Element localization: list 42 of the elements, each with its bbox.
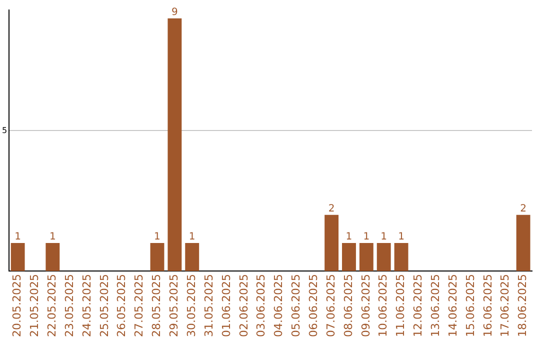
x-tick-label: 16.06.2025 <box>481 274 494 338</box>
x-tick-label: 25.05.2025 <box>98 274 111 338</box>
data-label: 9 <box>171 7 178 18</box>
x-tick-label: 20.05.2025 <box>10 274 24 338</box>
data-label: 1 <box>154 232 160 243</box>
data-label: 1 <box>49 232 56 243</box>
x-tick-label: 26.05.2025 <box>115 274 128 338</box>
x-tick-label: 07.06.2025 <box>324 274 338 338</box>
x-tick-label: 11.06.2025 <box>394 274 408 338</box>
data-label: 2 <box>520 203 526 214</box>
x-tick-label: 04.06.2025 <box>272 274 286 338</box>
x-tick-label: 31.05.2025 <box>202 274 216 338</box>
x-tick-label: 28.05.2025 <box>150 274 164 338</box>
x-tick-label: 17.06.2025 <box>498 274 512 338</box>
data-label: 1 <box>398 232 404 243</box>
data-label: 1 <box>188 232 196 243</box>
x-tick-label: 22.05.2025 <box>46 274 59 338</box>
x-tick-label: 01.06.2025 <box>220 274 233 338</box>
x-tick-label: 03.06.2025 <box>254 274 268 338</box>
x-tick-label: 09.06.2025 <box>359 274 372 338</box>
x-tick-label: 08.06.2025 <box>342 274 355 338</box>
data-label: 2 <box>328 203 335 214</box>
x-tick-label: 30.05.2025 <box>184 274 198 338</box>
data-label: 1 <box>380 232 388 243</box>
x-tick-label: 21.05.2025 <box>28 274 42 338</box>
data-label: 1 <box>14 232 21 243</box>
x-tick-label: 18.06.2025 <box>516 274 530 338</box>
data-label: 1 <box>363 232 370 243</box>
x-tick-label: 27.05.2025 <box>132 274 146 338</box>
x-tick-label: 13.06.2025 <box>428 274 442 338</box>
x-tick-label: 15.06.2025 <box>464 274 477 338</box>
x-tick-label: 24.05.2025 <box>80 274 94 338</box>
x-tick-label: 29.05.2025 <box>168 274 181 338</box>
x-tick-label: 10.06.2025 <box>376 274 390 338</box>
y-tick-label: 5 <box>2 126 8 135</box>
x-tick-label: 06.06.2025 <box>306 274 320 338</box>
x-tick-label: 14.06.2025 <box>446 274 460 338</box>
x-tick-label: 23.05.2025 <box>62 274 76 338</box>
x-tick-label: 02.06.2025 <box>237 274 250 338</box>
x-tick-label: 05.06.2025 <box>290 274 303 338</box>
data-label: 1 <box>346 232 352 243</box>
x-tick-label: 12.06.2025 <box>412 274 425 338</box>
